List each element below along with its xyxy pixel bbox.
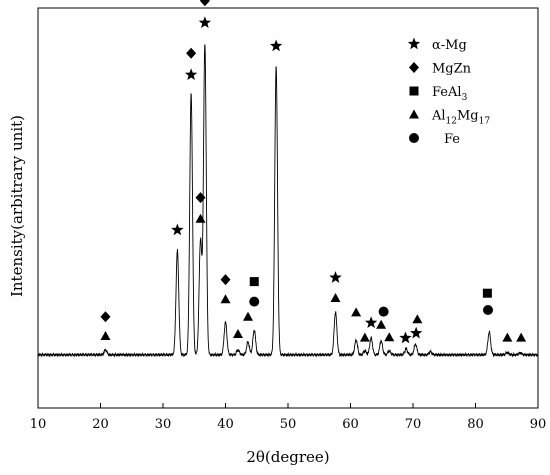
star-marker-20 <box>364 316 378 329</box>
x-tick-label-60: 60 <box>342 417 359 432</box>
x-tick-label-70: 70 <box>405 417 422 432</box>
star-marker-3 <box>184 68 198 81</box>
x-ticks: 10 20 30 40 50 60 70 80 90 <box>30 403 547 432</box>
legend-star-icon <box>407 37 421 50</box>
circle-marker-13 <box>249 296 260 307</box>
star-marker-17 <box>329 271 342 283</box>
diamond-marker-8 <box>199 0 210 7</box>
x-tick-label-10: 10 <box>30 417 47 432</box>
diamond-marker-6 <box>195 192 206 204</box>
legend: α-Mg MgZn FeAl3 Al12Mg17 Fe <box>407 37 490 147</box>
legend-triangle-icon <box>409 109 419 119</box>
triangle-marker-21 <box>376 319 387 329</box>
triangle-marker-16 <box>330 293 341 302</box>
legend-label-0: α-Mg <box>432 38 467 53</box>
triangle-marker-9 <box>220 294 231 304</box>
star-marker-7 <box>198 16 212 29</box>
triangle-marker-26 <box>412 314 423 324</box>
triangle-marker-19 <box>359 332 370 342</box>
square-marker-28 <box>482 288 492 298</box>
x-tick-label-50: 50 <box>280 417 297 432</box>
legend-diamond-icon <box>409 62 419 73</box>
legend-square-icon <box>409 86 419 96</box>
triangle-marker-30 <box>516 332 527 342</box>
triangle-marker-12 <box>243 311 253 321</box>
circle-marker-27 <box>483 305 493 315</box>
x-axis-title: 2θ(degree) <box>246 448 329 466</box>
triangle-marker-5 <box>195 213 206 223</box>
star-marker-15 <box>269 39 283 52</box>
legend-label-1: MgZn <box>432 62 472 77</box>
x-tick-label-80: 80 <box>467 417 484 432</box>
legend-label-2: FeAl3 <box>432 85 468 103</box>
legend-label-3: Al12Mg17 <box>431 109 490 127</box>
y-axis-title: Intensity(arbitrary unit) <box>8 115 26 297</box>
xrd-pattern-line <box>37 44 539 358</box>
x-tick-label-20: 20 <box>92 417 109 432</box>
star-marker-24 <box>399 331 412 344</box>
diamond-marker-10 <box>220 274 231 286</box>
diamond-marker-1 <box>100 311 111 323</box>
circle-marker-22 <box>378 306 389 317</box>
square-marker-14 <box>249 277 259 287</box>
diamond-marker-4 <box>186 47 197 59</box>
triangle-marker-11 <box>233 329 243 338</box>
legend-label-4: Fe <box>444 132 460 147</box>
triangle-marker-23 <box>384 332 395 342</box>
legend-circle-icon <box>409 133 419 143</box>
triangle-marker-29 <box>502 332 513 342</box>
x-tick-label-30: 30 <box>155 417 172 432</box>
x-tick-label-90: 90 <box>530 417 547 432</box>
triangle-marker-0 <box>100 331 111 340</box>
star-marker-2 <box>171 223 184 236</box>
triangle-marker-18 <box>351 307 362 317</box>
x-tick-label-40: 40 <box>217 417 234 432</box>
peak-markers <box>100 0 527 344</box>
star-marker-25 <box>409 326 423 339</box>
